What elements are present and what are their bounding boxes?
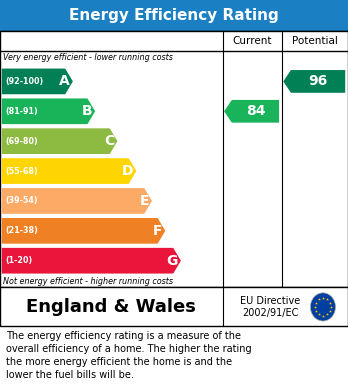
Text: the more energy efficient the home is and the: the more energy efficient the home is an… (6, 357, 232, 367)
Text: A: A (60, 74, 70, 88)
Text: Current: Current (232, 36, 272, 46)
Text: The energy efficiency rating is a measure of the: The energy efficiency rating is a measur… (6, 331, 241, 341)
Polygon shape (2, 68, 73, 94)
Polygon shape (224, 100, 279, 123)
Polygon shape (2, 128, 117, 154)
Text: Potential: Potential (292, 36, 338, 46)
Text: E: E (140, 194, 149, 208)
Text: (81-91): (81-91) (5, 107, 38, 116)
Text: 84: 84 (246, 104, 265, 118)
Text: Very energy efficient - lower running costs: Very energy efficient - lower running co… (3, 53, 173, 62)
Text: 96: 96 (308, 74, 328, 88)
Text: (1-20): (1-20) (5, 256, 32, 265)
Text: (92-100): (92-100) (5, 77, 44, 86)
Text: lower the fuel bills will be.: lower the fuel bills will be. (6, 370, 134, 380)
Text: (21-38): (21-38) (5, 226, 38, 235)
Circle shape (310, 293, 335, 321)
Text: (69-80): (69-80) (5, 137, 38, 146)
Text: G: G (167, 254, 178, 268)
Text: C: C (104, 134, 114, 148)
Bar (0, 31, 348, 51)
Text: D: D (122, 164, 134, 178)
Text: Energy Efficiency Rating: Energy Efficiency Rating (69, 8, 279, 23)
Polygon shape (2, 99, 95, 124)
Text: England & Wales: England & Wales (26, 298, 196, 316)
Text: (55-68): (55-68) (5, 167, 38, 176)
Text: (39-54): (39-54) (5, 196, 38, 205)
Text: Not energy efficient - higher running costs: Not energy efficient - higher running co… (3, 277, 174, 286)
Bar (0, 0, 348, 31)
Text: overall efficiency of a home. The higher the rating: overall efficiency of a home. The higher… (6, 344, 252, 354)
Polygon shape (2, 248, 181, 274)
Polygon shape (283, 70, 345, 93)
Bar (0, 287, 348, 326)
Polygon shape (2, 218, 165, 244)
Text: F: F (153, 224, 163, 238)
Polygon shape (2, 188, 152, 214)
Text: B: B (82, 104, 92, 118)
Polygon shape (2, 158, 136, 184)
Bar (0, 31, 348, 287)
Text: EU Directive
2002/91/EC: EU Directive 2002/91/EC (240, 296, 300, 318)
